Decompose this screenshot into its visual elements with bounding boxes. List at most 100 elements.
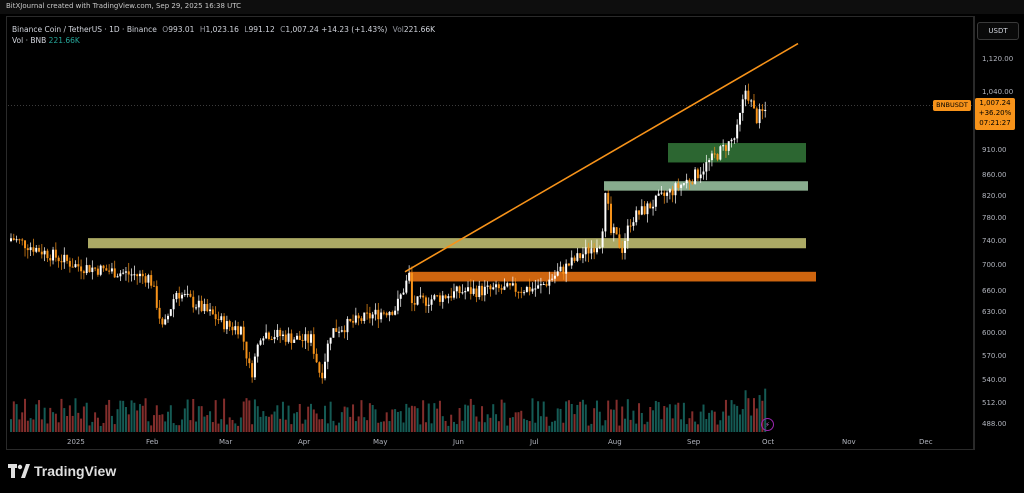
volume-bar — [209, 411, 212, 432]
candle-body — [646, 203, 649, 215]
candle-body — [413, 303, 416, 305]
volume-bar — [152, 415, 155, 432]
volume-bar — [677, 402, 680, 432]
volume-bar — [410, 405, 413, 432]
currency-button[interactable]: USDT — [977, 22, 1019, 40]
volume-bar — [408, 407, 411, 432]
candle-body — [565, 263, 568, 274]
candle-body — [32, 247, 35, 252]
candle-body — [612, 227, 615, 234]
volume-bar — [43, 407, 46, 432]
tradingview-logo[interactable]: TradingView — [8, 463, 116, 479]
candle-body — [133, 274, 136, 276]
candle-body — [46, 250, 49, 259]
volume-bar — [506, 425, 509, 432]
volume-bar — [436, 408, 439, 432]
volume-bar — [57, 422, 60, 432]
volume-bar — [556, 408, 559, 432]
volume-bar — [441, 416, 444, 432]
candle-body — [279, 329, 282, 337]
volume-bar — [500, 399, 503, 432]
volume-bar — [671, 418, 674, 432]
volume-bar — [68, 405, 71, 432]
candle-body — [478, 285, 481, 298]
volume-bar — [489, 417, 492, 432]
candle-body — [761, 109, 764, 112]
volume-bar — [682, 402, 685, 432]
volume-bar — [657, 402, 660, 432]
candle-body — [624, 240, 627, 253]
candle-body — [394, 310, 397, 315]
price-axis[interactable] — [974, 16, 1021, 450]
zone-light-green — [604, 181, 808, 191]
candle-body — [584, 247, 587, 255]
volume-bar — [197, 406, 200, 432]
candle-body — [82, 271, 85, 274]
volume-bar — [102, 422, 105, 432]
lightning-icon[interactable]: ⚡ — [761, 418, 774, 431]
open-value: 993.01 — [168, 25, 195, 34]
volume-bar — [461, 420, 464, 432]
volume-bar — [338, 422, 341, 432]
volume-bar — [573, 414, 576, 432]
candle-body — [464, 291, 467, 293]
volume-bar — [452, 421, 455, 432]
y-tick-label: 700.00 — [982, 261, 1007, 270]
candle-body — [660, 192, 663, 194]
volume-bar — [175, 425, 178, 432]
candle-body — [469, 287, 472, 294]
volume-bar — [724, 399, 727, 432]
candle-body — [604, 193, 607, 232]
candle-body — [674, 183, 677, 196]
chart-pane[interactable] — [6, 16, 974, 450]
candle-body — [587, 247, 590, 254]
volume-bar — [534, 422, 537, 432]
volume-bar — [279, 418, 282, 432]
volume-bar — [225, 424, 228, 432]
x-tick-label: Jun — [453, 438, 464, 446]
volume-bar — [307, 406, 310, 432]
high-value: 1,023.16 — [205, 25, 239, 34]
candle-body — [702, 171, 705, 175]
candle-body — [598, 247, 601, 249]
candle-body — [713, 153, 716, 155]
low-label: L — [244, 25, 249, 34]
candle-body — [57, 257, 60, 262]
volume-bar — [363, 417, 366, 432]
volume-bar — [127, 414, 130, 432]
candle-body — [343, 330, 346, 333]
candle-body — [581, 254, 584, 259]
top-watermark-bar: BitXJournal created with TradingView.com… — [0, 0, 1024, 14]
candle-body — [551, 278, 554, 280]
volume-bar — [565, 401, 568, 432]
candle-body — [556, 271, 559, 276]
volume-bar — [38, 400, 41, 432]
candle-body — [248, 358, 251, 364]
volume-bar — [354, 421, 357, 432]
legend-ohlc-row: Binance Coin / TetherUS · 1D · Binance O… — [12, 24, 435, 35]
candle-body — [124, 271, 127, 273]
candle-body — [738, 112, 741, 125]
y-tick-label: 570.00 — [982, 351, 1007, 360]
volume-bar — [124, 407, 127, 432]
candle-body — [511, 283, 514, 286]
volume-bar — [54, 413, 57, 432]
author-line: BitXJournal created with TradingView.com… — [6, 2, 242, 10]
volume-bar — [290, 424, 293, 432]
volume-bar — [256, 406, 259, 432]
volume-bar — [458, 408, 461, 432]
volume-bar — [287, 405, 290, 432]
volume-bar — [741, 409, 744, 432]
volume-bar — [318, 419, 321, 432]
volume-bar — [377, 422, 380, 432]
volume-bar — [116, 409, 119, 432]
volume-bar — [368, 403, 371, 432]
volume-bar — [652, 410, 655, 432]
volume-bar — [200, 406, 203, 432]
volume-bar — [324, 405, 327, 432]
candle-body — [71, 266, 74, 268]
volume-bar — [710, 410, 713, 432]
candle-body — [164, 319, 167, 325]
candle-body — [161, 318, 164, 325]
y-tick-label: 1,040.00 — [982, 87, 1014, 96]
